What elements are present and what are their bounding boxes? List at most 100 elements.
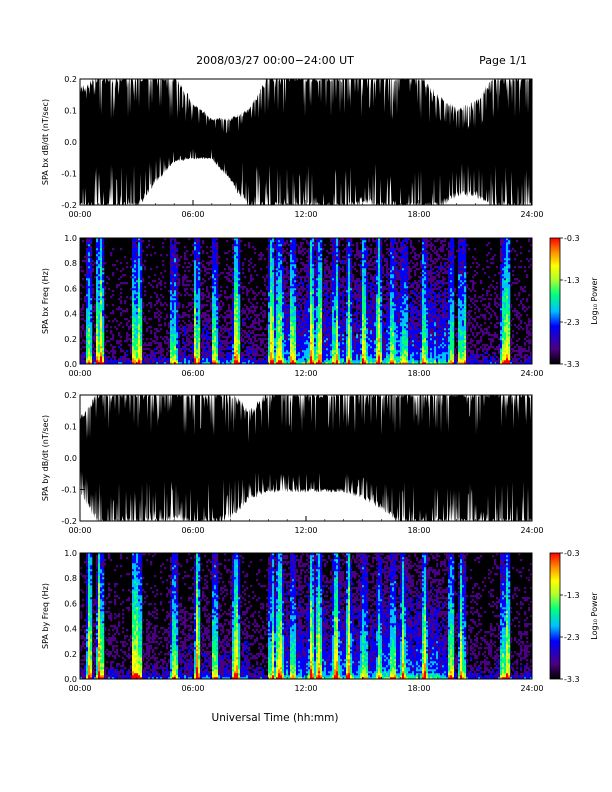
spectrogram-cell <box>226 316 228 318</box>
spectrogram-cell <box>326 354 328 356</box>
spectrogram-cell <box>90 300 92 302</box>
spectrogram-cell <box>282 342 284 344</box>
spectrogram-cell <box>232 278 234 280</box>
spectrogram-cell <box>314 284 316 286</box>
spectrogram-cell <box>334 272 336 274</box>
spectrogram-cell <box>272 318 274 320</box>
spectrogram-cell <box>276 296 278 298</box>
spectrogram-cell <box>172 352 174 354</box>
spectrogram-cell <box>332 342 334 344</box>
spectrogram-cell <box>120 344 122 346</box>
spectrogram-cell <box>136 284 138 286</box>
spectrogram-cell <box>206 246 208 248</box>
spectrogram-cell <box>166 354 168 356</box>
spectrogram-cell <box>252 360 254 362</box>
spectrogram-cell <box>134 354 136 356</box>
spectrogram-cell <box>196 318 198 320</box>
spectrogram-cell <box>278 332 280 334</box>
spectrogram-cell <box>316 246 318 248</box>
spectrogram-cell <box>116 308 118 310</box>
spectrogram-cell <box>288 350 290 352</box>
spectrogram-cell <box>298 320 300 322</box>
spectrogram-cell <box>184 330 186 332</box>
spectrogram-cell <box>330 342 332 344</box>
spectrogram-cell <box>272 358 274 360</box>
spectrogram-cell <box>94 298 96 300</box>
spectrogram-cell <box>170 340 172 342</box>
spectrogram-cell <box>318 316 320 318</box>
spectrogram-cell <box>138 352 140 354</box>
spectrogram-cell <box>138 328 140 330</box>
spectrogram-cell <box>276 278 278 280</box>
spectrogram-cell <box>282 276 284 278</box>
spectrogram-cell <box>330 350 332 352</box>
spectrogram-cell <box>86 244 88 246</box>
spectrogram-cell <box>224 326 226 328</box>
spectrogram-cell <box>88 270 90 272</box>
spectrogram-cell <box>188 356 190 358</box>
spectrogram-cell <box>320 282 322 284</box>
spectrogram-cell <box>198 284 200 286</box>
spectrogram-cell <box>138 278 140 280</box>
spectrogram-cell <box>172 278 174 280</box>
spectrogram-cell <box>334 320 336 322</box>
spectrogram-cell <box>220 272 222 274</box>
spectrogram-cell <box>334 354 336 356</box>
spectrogram-cell <box>180 332 182 334</box>
spectrogram-cell <box>296 330 298 332</box>
spectrogram-cell <box>260 252 262 254</box>
spectrogram-cell <box>188 302 190 304</box>
spectrogram-cell <box>102 288 104 290</box>
spectrogram-cell <box>248 334 250 336</box>
spectrogram-cell <box>132 290 134 292</box>
spectrogram-cell <box>212 360 214 362</box>
spectrogram-cell <box>82 346 84 348</box>
spectrogram-cell <box>308 254 310 256</box>
spectrogram-cell <box>324 280 326 282</box>
spectrogram-cell <box>292 270 294 272</box>
spectrogram-cell <box>90 306 92 308</box>
spectrogram-cell <box>248 336 250 338</box>
spectrogram-cell <box>126 340 128 342</box>
spectrogram-cell <box>318 360 320 362</box>
spectrogram-cell <box>232 348 234 350</box>
spectrogram-cell <box>246 290 248 292</box>
spectrogram-cell <box>330 262 332 264</box>
spectrogram-cell <box>326 314 328 316</box>
spectrogram-cell <box>250 288 252 290</box>
y-tick-label: 0.1 <box>64 107 77 116</box>
spectrogram-cell <box>120 270 122 272</box>
spectrogram-cell <box>88 278 90 280</box>
spectrogram-cell <box>268 324 270 326</box>
spectrogram-cell <box>136 264 138 266</box>
spectrogram-cell <box>106 276 108 278</box>
spectrogram-cell <box>132 302 134 304</box>
spectrogram-cell <box>152 356 154 358</box>
spectrogram-cell <box>276 334 278 336</box>
spectrogram-cell <box>202 328 204 330</box>
spectrogram-cell <box>322 350 324 352</box>
spectrogram-cell <box>306 340 308 342</box>
spectrogram-cell <box>330 298 332 300</box>
spectrogram-cell <box>330 286 332 288</box>
spectrogram-cell <box>82 352 84 354</box>
spectrogram-cell <box>238 256 240 258</box>
spectrogram-cell <box>322 300 324 302</box>
spectrogram-cell <box>172 350 174 352</box>
spectrogram-cell <box>182 304 184 306</box>
spectrogram-cell <box>192 334 194 336</box>
spectrogram-cell <box>196 322 198 324</box>
spectrogram-cell <box>270 350 272 352</box>
spectrogram-cell <box>112 356 114 358</box>
spectrogram-cell <box>88 344 90 346</box>
spectrogram-cell <box>216 250 218 252</box>
spectrogram-cell <box>218 306 220 308</box>
spectrogram-cell <box>214 312 216 314</box>
spectrogram-cell <box>96 312 98 314</box>
spectrogram-cell <box>216 354 218 356</box>
spectrogram-cell <box>328 316 330 318</box>
spectrogram-cell <box>184 348 186 350</box>
spectrogram-cell <box>274 300 276 302</box>
spectrogram-cell <box>138 306 140 308</box>
spectrogram-cell <box>134 292 136 294</box>
